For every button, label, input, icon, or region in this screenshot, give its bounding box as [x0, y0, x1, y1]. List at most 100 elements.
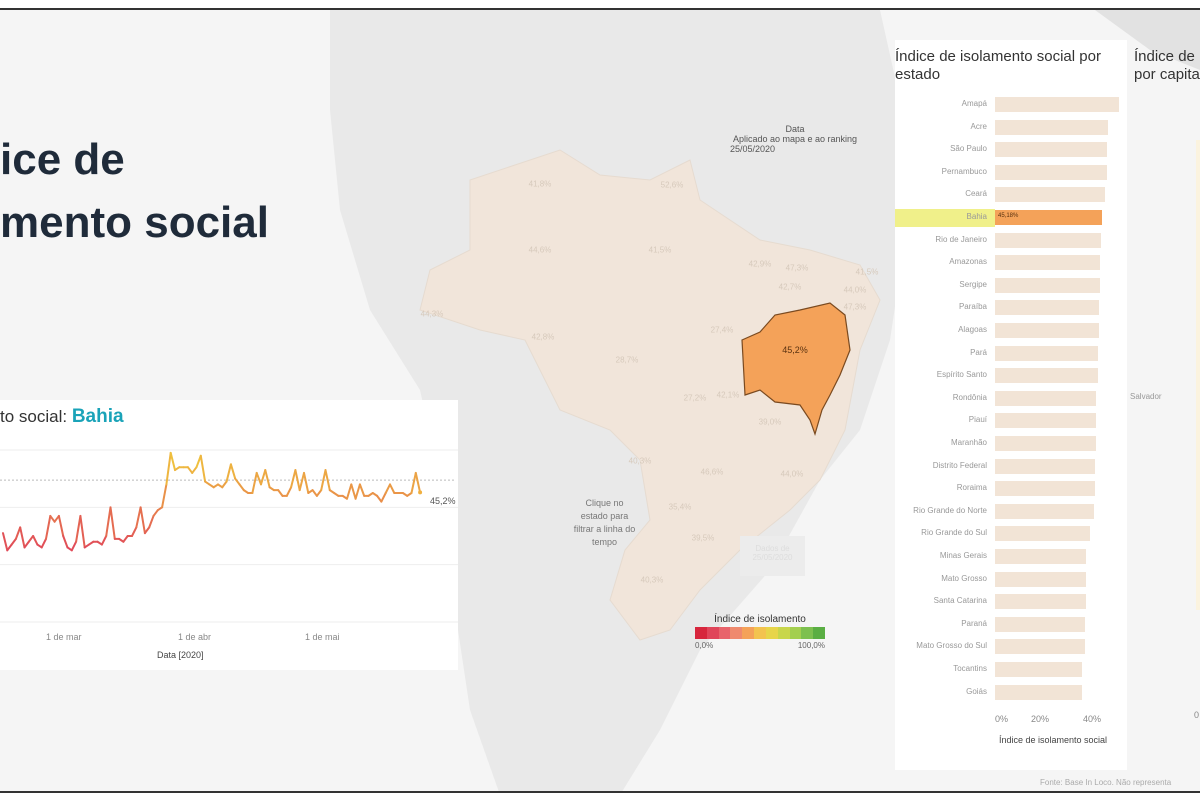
ranking-row[interactable]: Amazonas [895, 254, 1127, 272]
map-state-value[interactable]: 42,7% [778, 282, 802, 292]
ranking-row[interactable]: Bahia 45,18% [895, 209, 1127, 227]
state-bar[interactable] [995, 571, 1087, 587]
state-ranking-chart: Índice de isolamento social por estado A… [895, 40, 1127, 770]
line-segment [186, 466, 194, 474]
ranking-row[interactable]: Roraima [895, 480, 1127, 498]
ranking-row[interactable]: Tocantins [895, 661, 1127, 679]
line-segment [225, 463, 232, 483]
map-state-value[interactable]: 41,5% [648, 245, 672, 255]
capital-bar[interactable] [1196, 140, 1200, 610]
state-bar[interactable] [995, 549, 1087, 564]
ranking-row[interactable]: Alagoas [895, 322, 1127, 340]
state-bar[interactable] [995, 323, 1100, 338]
ranking-row[interactable]: Santa Catarina [895, 593, 1127, 611]
ranking-row[interactable]: Paraíba [895, 299, 1127, 317]
ranking-row[interactable]: Amapá [895, 96, 1127, 114]
dashboard: ice de mento social to social: Bahia 45,… [0, 8, 1200, 793]
ranking-row[interactable]: Pernambuco [895, 164, 1127, 182]
line-segment [238, 483, 245, 492]
line-segment [234, 477, 241, 486]
ranking-row[interactable]: Sergipe [895, 277, 1127, 295]
state-bar[interactable] [995, 413, 1097, 429]
state-bar[interactable] [995, 255, 1101, 271]
state-bar[interactable] [995, 616, 1086, 632]
ranking-row[interactable]: Piauí [895, 412, 1127, 430]
state-bar[interactable] [995, 481, 1095, 497]
map-state-value[interactable]: 44,3% [420, 309, 444, 319]
state-bar[interactable] [995, 458, 1096, 474]
line-segment [105, 506, 112, 537]
state-bar[interactable] [995, 684, 1083, 700]
bahia-state[interactable] [741, 302, 851, 436]
ranking-row[interactable]: Espírito Santo [895, 367, 1127, 385]
ranking-row[interactable]: Rondônia [895, 390, 1127, 408]
map-state-value[interactable]: 47,3% [785, 263, 809, 273]
map-state-value[interactable]: 41,8% [528, 179, 552, 189]
state-bar[interactable] [995, 503, 1094, 519]
state-bar[interactable] [995, 345, 1099, 361]
ranking-row[interactable]: Acre [895, 119, 1127, 137]
x-tick: 1 de mai [305, 632, 340, 642]
ranking-row[interactable]: Minas Gerais [895, 548, 1127, 566]
state-bar[interactable]: 45,18% [995, 210, 1103, 225]
capital-title-line1: Índice de [1134, 48, 1195, 65]
line-segment [221, 480, 228, 489]
state-bar[interactable] [995, 277, 1101, 293]
state-bar[interactable] [995, 594, 1087, 610]
state-bar[interactable] [995, 300, 1100, 316]
map-state-value[interactable]: 40,3% [628, 456, 652, 466]
map-state-value[interactable]: 47,3% [843, 302, 867, 312]
map-state-value[interactable]: 42,9% [748, 259, 772, 269]
state-bar[interactable] [995, 526, 1091, 542]
state-bar[interactable] [995, 119, 1109, 135]
state-bar[interactable] [995, 639, 1086, 655]
map-state-value[interactable]: 39,5% [691, 533, 715, 543]
line-segment [285, 486, 293, 497]
map-state-value[interactable]: 44,0% [843, 285, 867, 295]
map-state-value[interactable]: 27,2% [683, 393, 707, 403]
ranking-row[interactable]: Rio Grande do Norte [895, 503, 1127, 521]
state-bar[interactable] [995, 662, 1083, 677]
state-bar[interactable] [995, 390, 1097, 406]
ranking-row[interactable]: Paraná [895, 616, 1127, 634]
map-state-value[interactable]: 42,8% [531, 332, 555, 342]
ranking-row[interactable]: Maranhão [895, 435, 1127, 453]
map-state-value[interactable]: 44,6% [528, 245, 552, 255]
state-bar[interactable] [995, 187, 1105, 203]
central-america-landmass [1095, 10, 1200, 70]
map-state-value[interactable]: 44,0% [780, 469, 804, 479]
map-state-value[interactable]: 28,7% [615, 355, 639, 365]
state-name: Ceará [965, 189, 987, 199]
ranking-title: Índice de isolamento social por estado [895, 48, 1101, 83]
line-chart[interactable] [0, 400, 458, 670]
date-filter[interactable]: Data Aplicado ao mapa e ao ranking 25/05… [730, 124, 860, 154]
legend-swatch [789, 627, 802, 639]
ranking-row[interactable]: Ceará [895, 186, 1127, 204]
ranking-row[interactable]: Pará [895, 345, 1127, 363]
map-state-value[interactable]: 40,3% [640, 575, 664, 585]
map-state-value[interactable]: 27,4% [710, 325, 734, 335]
map-state-value[interactable]: 39,0% [758, 417, 782, 427]
ranking-row[interactable]: Rio de Janeiro [895, 232, 1127, 250]
map-state-value[interactable]: 35,4% [668, 502, 692, 512]
state-bar[interactable] [995, 232, 1101, 248]
ranking-row[interactable]: Rio Grande do Sul [895, 525, 1127, 543]
map-state-value[interactable]: 46,6% [700, 467, 724, 477]
ranking-row[interactable]: Goiás [895, 684, 1127, 702]
state-bar[interactable] [995, 164, 1108, 180]
ranking-row[interactable]: São Paulo [895, 141, 1127, 159]
ranking-row[interactable]: Distrito Federal [895, 458, 1127, 476]
map-state-value[interactable]: 52,6% [660, 180, 684, 190]
state-bar[interactable] [995, 142, 1108, 158]
map-state-value[interactable]: 41,5% [855, 267, 879, 277]
state-bar[interactable] [995, 368, 1099, 384]
ranking-row[interactable]: Mato Grosso do Sul [895, 638, 1127, 656]
line-segment [19, 526, 26, 549]
date-filter-value[interactable]: 25/05/2020 [730, 144, 776, 154]
state-name: Goiás [966, 686, 987, 696]
ranking-row[interactable]: Mato Grosso [895, 571, 1127, 589]
state-bar[interactable] [995, 97, 1119, 112]
state-bar[interactable] [995, 436, 1097, 451]
map-state-value[interactable]: 42,1% [716, 390, 740, 400]
state-name: Distrito Federal [932, 460, 987, 470]
